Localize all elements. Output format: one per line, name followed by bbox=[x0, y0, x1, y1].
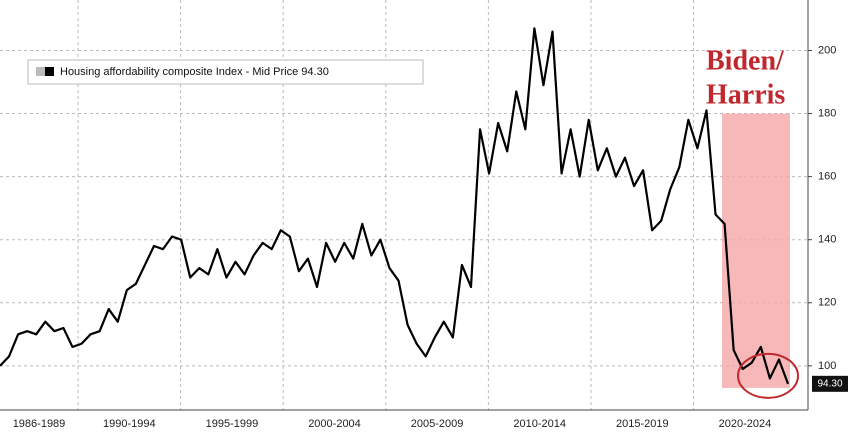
y-tick-label: 200 bbox=[818, 44, 836, 56]
x-tick-label: 2010-2014 bbox=[513, 418, 566, 430]
x-tick-label: 1995-1999 bbox=[206, 418, 259, 430]
y-tick-label: 180 bbox=[818, 107, 836, 119]
y-tick-label: 100 bbox=[818, 360, 836, 372]
line-series bbox=[0, 27, 790, 385]
legend-box bbox=[27, 59, 424, 85]
legend-label: Housing affordability composite Index - … bbox=[60, 66, 329, 78]
end-label: 94.30 bbox=[817, 378, 842, 389]
x-tick-label: 2020-2024 bbox=[719, 418, 772, 430]
highlight-circle bbox=[737, 352, 799, 399]
y-tick-label: 160 bbox=[818, 171, 836, 183]
x-tick-label: 1986-1989 bbox=[13, 418, 66, 430]
y-tick-label: 120 bbox=[818, 297, 836, 309]
legend-swatch bbox=[45, 67, 54, 76]
legend-swatch-light bbox=[36, 67, 45, 76]
annotation: Harris bbox=[706, 79, 785, 110]
x-tick-label: 2015-2019 bbox=[616, 418, 669, 430]
annotation: Biden/ bbox=[706, 45, 785, 76]
x-tick-label: 1990-1994 bbox=[103, 418, 156, 430]
highlight-band bbox=[722, 113, 790, 388]
x-tick-label: 2005-2009 bbox=[411, 418, 464, 430]
x-tick-label: 2000-2004 bbox=[308, 418, 361, 430]
y-tick-label: 140 bbox=[818, 234, 836, 246]
end-label-box bbox=[812, 375, 848, 392]
